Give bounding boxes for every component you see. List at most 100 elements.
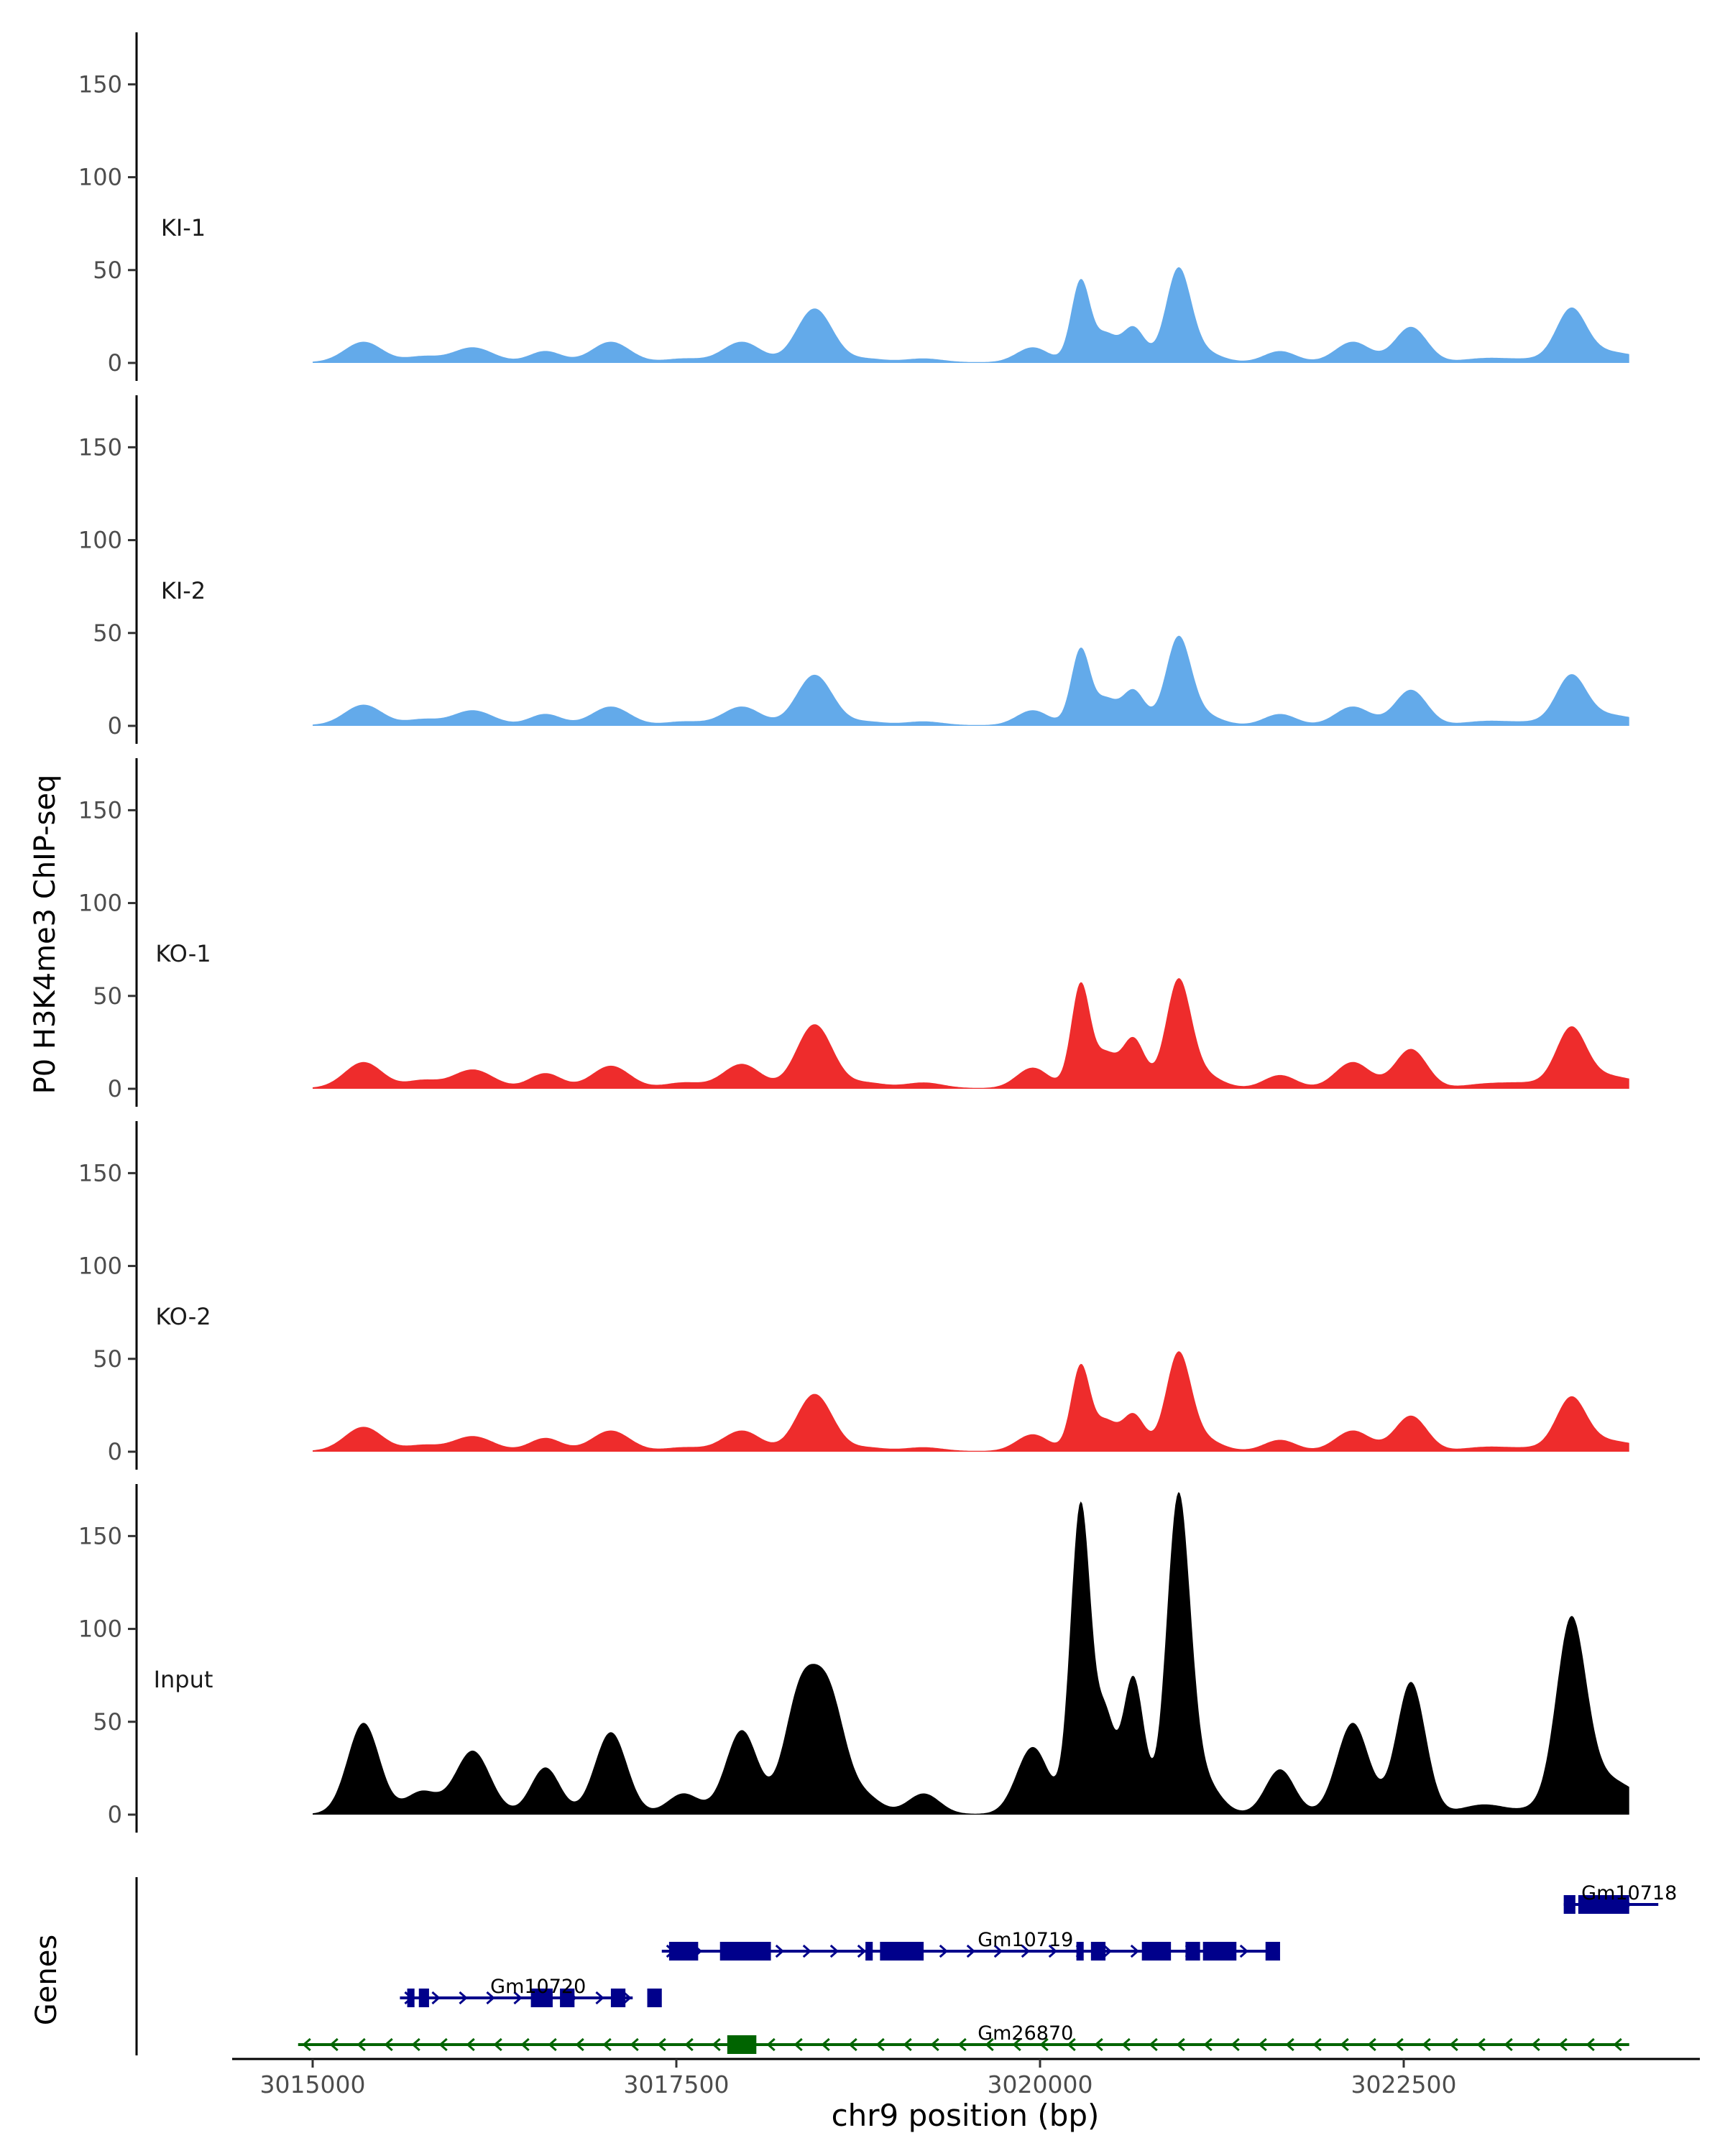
strand-chevron [1230,2037,1240,2052]
x-tick-label: 3020000 [988,2070,1093,2099]
strand-chevron [520,2037,530,2052]
exon-block [1090,1942,1106,1961]
strand-chevron [712,2037,721,2052]
strand-chevron [930,2037,939,2052]
exon-block [1563,1895,1576,1914]
y-tick-label: 150 [78,1522,122,1549]
track-label: KO-2 [155,1303,211,1330]
strand-chevron [466,2037,475,2052]
strand-chevron [438,2037,448,2052]
exon-block [530,1989,553,2007]
coverage-area-ki-1 [313,267,1629,363]
y-tick-label: 0 [108,1438,122,1465]
y-tick-label: 150 [78,70,122,98]
exon-block [560,1989,575,2007]
gene-track: Gm10718 Gm10719 Gm10720 Gm26870 [135,1877,1677,2055]
strand-chevron [493,2037,502,2052]
strand-chevron [966,1944,976,1958]
strand-chevron [1176,2037,1185,2052]
gene-label: Gm26870 [978,2022,1073,2045]
strand-chevron [802,1944,812,1958]
y-tick-label: 100 [78,164,122,191]
exon-block [1076,1942,1084,1961]
strand-chevron [411,2037,420,2052]
track-ko-1: 0 50 100 150 KO-1 [78,758,1629,1107]
track-ki-2: 0 50 100 150 KI-2 [78,395,1629,744]
strand-chevron [985,2037,994,2052]
strand-chevron [1613,2037,1622,2052]
y-tick-label: 0 [108,1075,122,1102]
strand-chevron [1586,2037,1595,2052]
strand-chevron [1039,2037,1049,2052]
y-tick-label: 0 [108,1801,122,1828]
exon-block [647,1989,662,2007]
strand-chevron [486,1991,495,2005]
track-label: Input [154,1666,213,1693]
gene-gm26870: Gm26870 [298,2022,1629,2054]
exon-block [865,1942,873,1961]
strand-chevron [848,2037,857,2052]
gene-label: Gm10718 [1581,1882,1677,1904]
track-label: KI-2 [161,577,206,604]
exon-block [1265,1942,1280,1961]
coverage-area-input [313,1492,1629,1815]
strand-chevron [548,2037,557,2052]
track-ki-1: 0 50 100 150 KI-1 [78,32,1629,381]
y-axis-label: P0 H3K4me3 ChIP-seq [29,775,62,1095]
exon-block [1202,1942,1237,1961]
y-tick-label: 50 [93,619,122,647]
exon-block [727,2035,757,2054]
exon-block [719,1942,771,1961]
coverage-area-ko-1 [313,978,1629,1089]
coverage-tracks: 050100150KI-1050100150KI-2050100150KO-10… [78,32,1629,1833]
y-tick-label: 100 [78,890,122,917]
strand-chevron [1130,1944,1140,1958]
strand-chevron [356,2037,366,2052]
strand-chevron [684,2037,694,2052]
exon-block [668,1942,699,1961]
strand-chevron [1094,2037,1103,2052]
exon-block [407,1989,415,2007]
strand-chevron [602,2037,612,2052]
y-tick-label: 150 [78,433,122,461]
strand-chevron [1558,2037,1568,2052]
coverage-area-ko-2 [313,1351,1629,1452]
y-tick-label: 100 [78,1616,122,1643]
y-tick-label: 50 [93,1345,122,1373]
strand-chevron [1149,2037,1158,2052]
strand-chevron [431,1991,441,2005]
strand-chevron [1067,2037,1076,2052]
strand-chevron [1394,2037,1404,2052]
strand-chevron [1048,1944,1058,1958]
strand-chevron [1021,1944,1031,1958]
track-label: KI-1 [161,214,206,241]
y-tick-label: 50 [93,257,122,284]
strand-chevron [630,2037,639,2052]
strand-chevron [1449,2037,1458,2052]
strand-chevron [384,2037,393,2052]
strand-chevron [775,1944,785,1958]
strand-chevron [957,2037,967,2052]
y-tick-label: 50 [93,982,122,1010]
exon-block [610,1989,626,2007]
exon-block [1141,1942,1172,1961]
strand-chevron [903,2037,912,2052]
x-axis: 3015000 3017500 3020000 3022500 [232,2058,1700,2099]
strand-chevron [766,2037,776,2052]
strand-chevron [1422,2037,1431,2052]
strand-chevron [1340,2037,1349,2052]
gene-label: Gm10719 [978,1929,1073,1951]
track-ko-2: 0 50 100 150 KO-2 [78,1121,1629,1470]
gene-gm10719: Gm10719 [661,1929,1280,1961]
strand-chevron [302,2037,311,2052]
y-tick-label: 0 [108,712,122,740]
y-tick-label: 150 [78,1159,122,1187]
track-input: 0 50 100 150 Input [78,1484,1629,1833]
strand-chevron [1476,2037,1486,2052]
gene-label: Gm10720 [490,1976,586,1998]
x-axis-label: chr9 position (bp) [832,2098,1100,2133]
strand-chevron [1367,2037,1376,2052]
exon-block [1185,1942,1200,1961]
y-tick-label: 150 [78,796,122,824]
